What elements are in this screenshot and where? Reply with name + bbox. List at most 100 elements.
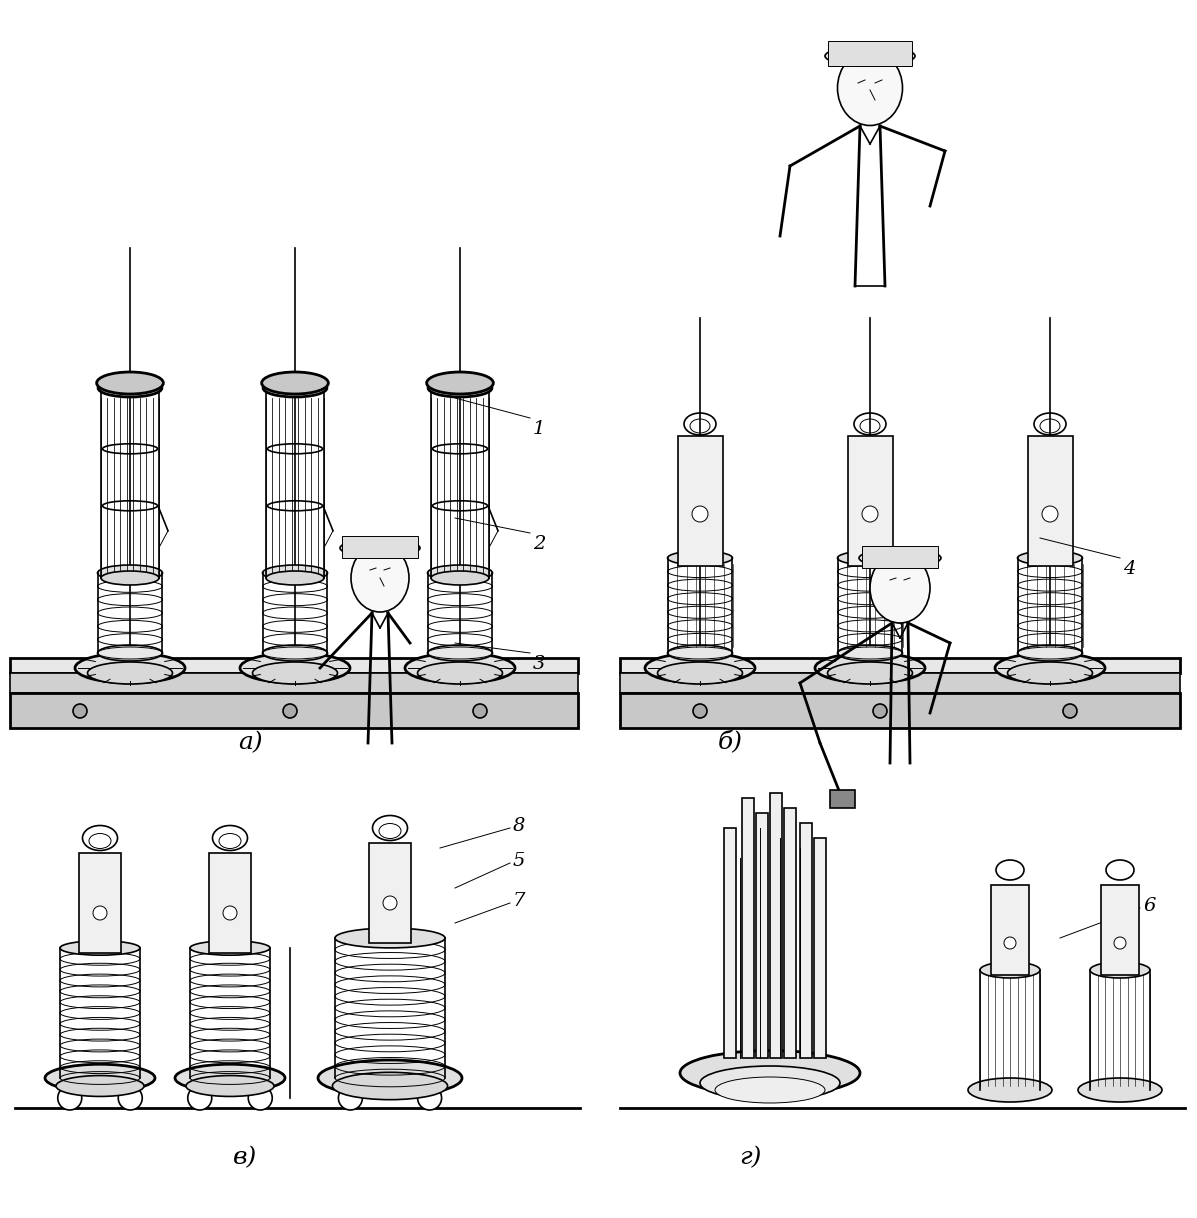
Bar [1028,436,1073,566]
Bar [209,853,251,952]
Ellipse shape [318,1060,462,1096]
Text: 3: 3 [533,655,546,674]
Bar [830,790,855,808]
Bar [847,436,893,566]
Ellipse shape [1017,646,1082,661]
Ellipse shape [175,1065,285,1091]
Ellipse shape [715,1077,825,1104]
Text: 6: 6 [1143,896,1155,915]
Ellipse shape [431,571,490,585]
Ellipse shape [668,551,733,565]
Circle shape [1063,704,1077,717]
Bar [79,853,121,952]
Circle shape [383,896,397,910]
Ellipse shape [253,663,338,685]
Ellipse shape [335,928,445,948]
Bar [828,41,912,66]
Circle shape [1043,505,1058,523]
Ellipse shape [427,646,492,661]
Ellipse shape [1078,1078,1162,1102]
Ellipse shape [405,653,515,683]
Ellipse shape [968,1078,1052,1102]
Ellipse shape [668,646,733,661]
Bar [678,436,723,566]
Text: 8: 8 [514,817,525,836]
Circle shape [862,505,879,523]
Circle shape [57,1086,81,1110]
Bar [620,674,1180,693]
Circle shape [73,704,87,717]
Ellipse shape [75,653,186,683]
Text: 7: 7 [514,892,525,910]
Bar [814,838,826,1058]
Ellipse shape [995,653,1105,683]
Ellipse shape [838,50,903,125]
Bar [800,823,812,1058]
Ellipse shape [657,663,742,685]
Text: б): б) [717,731,742,755]
Bar [742,798,754,1058]
Circle shape [1114,937,1126,949]
Ellipse shape [870,553,930,622]
Bar [862,546,938,568]
Circle shape [119,1086,142,1110]
Ellipse shape [190,940,271,955]
Ellipse shape [262,565,328,581]
Bar [10,674,578,693]
Ellipse shape [815,653,925,683]
Bar [724,828,736,1058]
Bar [620,658,1180,674]
Ellipse shape [1017,551,1082,565]
Text: а): а) [238,732,262,754]
Ellipse shape [56,1075,144,1096]
Bar [757,812,768,1058]
Ellipse shape [429,379,492,397]
Ellipse shape [351,544,409,611]
Circle shape [418,1086,442,1110]
Bar [10,658,578,674]
Text: 2: 2 [533,535,546,553]
Bar [369,843,411,943]
Circle shape [188,1086,212,1110]
Ellipse shape [859,549,941,568]
Ellipse shape [262,646,328,661]
Ellipse shape [241,653,350,683]
Ellipse shape [333,1072,448,1100]
Text: 4: 4 [1123,560,1136,579]
Ellipse shape [98,379,162,397]
Ellipse shape [1090,962,1150,978]
Circle shape [339,1086,363,1110]
Text: г): г) [739,1146,761,1169]
Ellipse shape [680,1050,859,1095]
Bar [342,536,418,558]
Circle shape [473,704,487,717]
Ellipse shape [97,371,163,393]
Circle shape [692,505,707,523]
Bar [10,693,578,728]
Ellipse shape [45,1065,154,1091]
Circle shape [873,704,887,717]
Ellipse shape [101,571,159,585]
Ellipse shape [827,663,912,685]
Ellipse shape [645,653,755,683]
Circle shape [93,906,107,920]
Ellipse shape [97,646,163,661]
Ellipse shape [266,571,324,585]
Ellipse shape [700,1066,840,1100]
Ellipse shape [60,940,140,955]
Ellipse shape [418,663,503,685]
Ellipse shape [1008,663,1093,685]
Ellipse shape [838,551,903,565]
Ellipse shape [426,371,493,393]
Ellipse shape [97,565,163,581]
Circle shape [1004,937,1016,949]
Ellipse shape [87,663,172,685]
Bar [784,808,796,1058]
Ellipse shape [263,379,327,397]
Bar [991,885,1029,974]
Circle shape [248,1086,272,1110]
Ellipse shape [427,565,492,581]
Circle shape [223,906,237,920]
Circle shape [282,704,297,717]
Text: в): в) [233,1146,257,1169]
